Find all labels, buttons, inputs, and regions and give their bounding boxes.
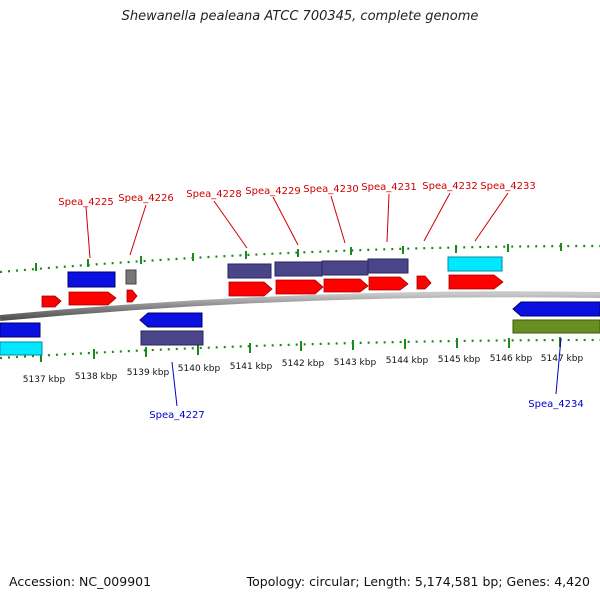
gene-label-spea4225[interactable]: Spea_4225 [58,197,113,208]
axis-label: 5140 kbp [178,364,221,374]
feature-row-inner [0,301,600,356]
genome-info-text: Topology: circular; Length: 5,174,581 bp… [246,574,590,589]
axis-label: 5145 kbp [438,355,481,365]
axis-labels: 5137 kbp 5138 kbp 5139 kbp 5140 kbp 5141… [23,354,584,385]
gene-leader-lines-bottom [171,337,562,407]
gene-label-spea4228[interactable]: Spea_4228 [186,189,241,200]
map-title: Shewanella pealeana ATCC 700345, complet… [121,9,479,24]
cds-arrow[interactable] [228,281,273,297]
axis-label: 5138 kbp [75,372,118,382]
gene-feature-navy[interactable] [321,260,369,276]
axis-label: 5144 kbp [386,356,429,366]
gene-label-spea4226[interactable]: Spea_4226 [118,193,173,204]
gene-label-spea4234[interactable]: Spea_4234 [528,399,583,410]
cds-arrow[interactable] [416,275,432,290]
gene-feature-blue[interactable] [0,322,41,338]
cds-arrow[interactable] [41,295,62,308]
gene-label-spea4233[interactable]: Spea_4233 [480,181,535,192]
inner-tick-track [0,337,600,362]
gene-feature-cyan[interactable] [0,341,43,356]
gene-labels-top: Spea_4225 Spea_4226 Spea_4228 Spea_4229 … [58,181,535,208]
feature-row-cds [41,274,504,308]
accession-text: Accession: NC_009901 [9,574,152,589]
cds-arrow[interactable] [68,291,117,306]
gene-labels-bottom: Spea_4227 Spea_4234 [149,399,583,421]
gene-feature-gray[interactable] [125,269,137,285]
gene-label-spea4231[interactable]: Spea_4231 [361,182,416,193]
gene-label-spea4229[interactable]: Spea_4229 [245,186,300,197]
gene-feature-navy[interactable] [367,258,409,274]
gene-feature-navy[interactable] [140,330,204,346]
axis-label: 5147 kbp [541,354,584,364]
cds-arrow[interactable] [448,274,504,290]
gene-feature-blue[interactable] [512,301,600,317]
cds-arrow[interactable] [126,289,138,303]
gene-feature-blue[interactable] [139,312,203,328]
gene-label-spea4232[interactable]: Spea_4232 [422,181,477,192]
gene-leader-lines-top [85,192,509,259]
axis-label: 5139 kbp [127,368,170,378]
gene-label-spea4227[interactable]: Spea_4227 [149,410,204,421]
gene-feature-blue[interactable] [67,271,116,288]
cds-arrow[interactable] [368,276,409,291]
outer-tick-track [0,243,600,274]
axis-label: 5137 kbp [23,375,66,385]
gene-feature-navy[interactable] [274,261,323,277]
gene-feature-navy[interactable] [227,263,272,279]
axis-label: 5142 kbp [282,359,325,369]
gene-label-spea4230[interactable]: Spea_4230 [303,184,358,195]
genome-backbone [0,291,600,321]
axis-label: 5146 kbp [490,354,533,364]
gene-feature-olive[interactable] [512,319,600,334]
feature-row-outer [67,256,503,288]
cds-arrow[interactable] [323,278,369,293]
cds-arrow[interactable] [275,279,324,295]
axis-label: 5143 kbp [334,358,377,368]
gene-feature-cyan[interactable] [447,256,503,272]
axis-label: 5141 kbp [230,362,273,372]
